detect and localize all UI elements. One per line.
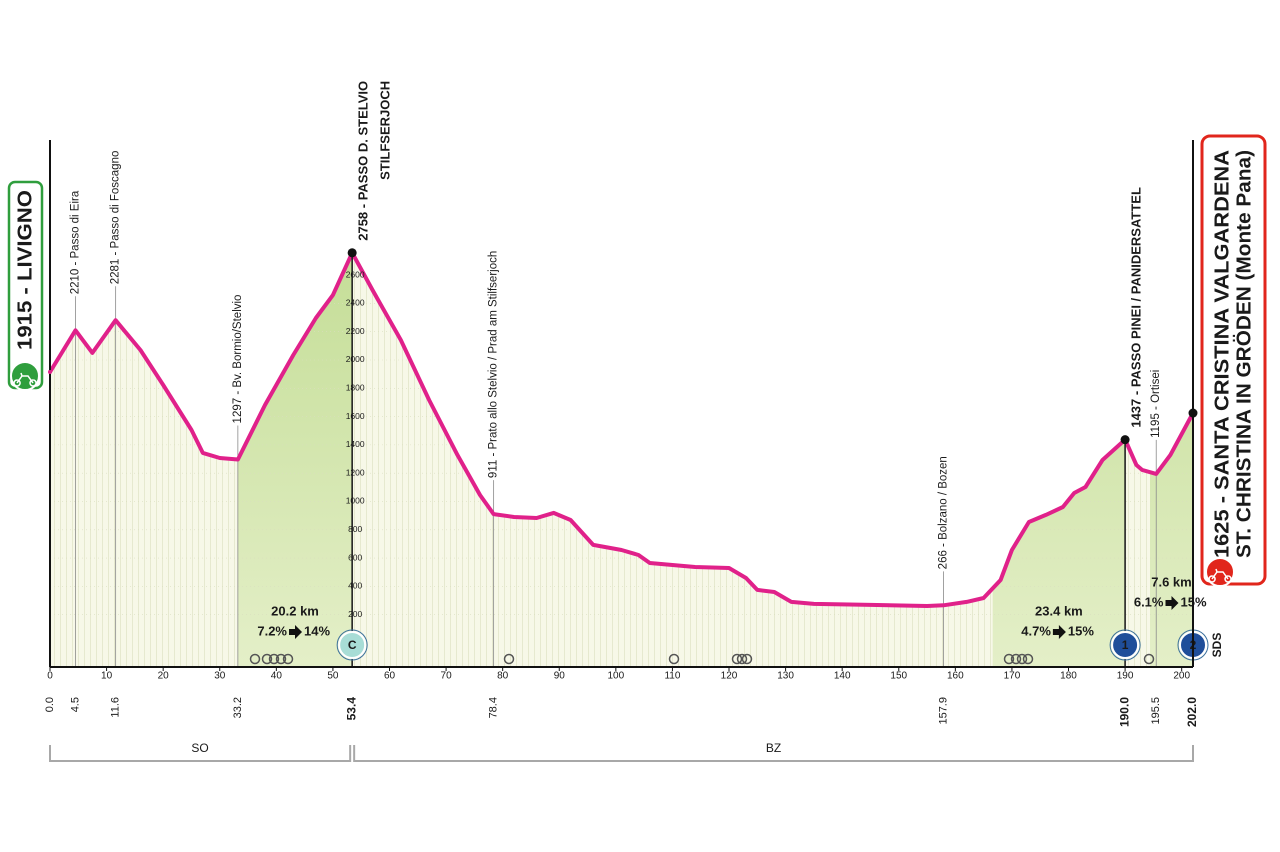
start-label: 1915 - LIVIGNO	[14, 190, 36, 350]
waypoint-label: 2281 - Passo di Foscagno	[110, 151, 122, 285]
x-tick-label: 180	[1060, 671, 1077, 682]
km-label: 195.5	[1150, 697, 1162, 725]
bike-icon	[1208, 568, 1232, 583]
climb-average: 4.7%	[1021, 623, 1051, 638]
waypoint-label: 1195 - Ortisei	[1150, 370, 1162, 438]
km-label: 157.9	[937, 697, 949, 725]
y-tick-label: 2400	[346, 298, 365, 308]
x-tick-label: 60	[384, 671, 396, 682]
km-label: 33.2	[232, 697, 244, 718]
x-tick-label: 90	[554, 671, 566, 682]
kom-icon	[1111, 631, 1140, 659]
kom-category: 1	[1122, 638, 1129, 652]
climb-length: 20.2 km	[271, 603, 319, 618]
y-tick-label: 1600	[346, 411, 365, 421]
x-tick-label: 110	[664, 671, 680, 682]
y-tick-label: 800	[348, 524, 362, 534]
x-tick-label: 120	[721, 671, 738, 682]
bike-icon	[13, 372, 37, 387]
x-tick-label: 10	[101, 671, 113, 682]
summit-label: 2758 - PASSO D. STELVIO	[356, 81, 371, 241]
tunnel-icons	[249, 653, 1155, 665]
climb-average: 6.1%	[1134, 594, 1164, 609]
summit-dot	[347, 248, 357, 258]
waypoint-label: 266 - Bolzano / Bozen	[937, 456, 949, 569]
x-tick-label: 140	[834, 671, 851, 682]
x-tick-label: 80	[497, 671, 509, 682]
plot-background	[50, 252, 1193, 668]
y-tick-label: 2200	[346, 326, 365, 336]
y-tick-label: 600	[348, 552, 362, 562]
climb-area	[992, 252, 1126, 667]
climb-length: 23.4 km	[1035, 603, 1083, 618]
summit-label: 1437 - PASSO PINEI / PANIDERSATTEL	[1129, 187, 1144, 428]
y-tick-label: 1000	[346, 496, 365, 506]
x-tick-label: 190	[1117, 671, 1134, 682]
y-tick-label: 1800	[346, 383, 365, 393]
y-tick-label: 1200	[346, 467, 365, 477]
climb-area	[237, 252, 353, 667]
km-label: 53.4	[344, 697, 358, 721]
km-label: 11.6	[110, 697, 122, 718]
x-tick-label: 100	[607, 671, 624, 682]
km-label: 78.4	[488, 697, 500, 718]
finish-dot	[1188, 408, 1198, 418]
climb-arrow	[1165, 596, 1179, 610]
kom-ring	[1109, 629, 1141, 661]
kom-icon	[338, 631, 367, 659]
finish-box	[1200, 134, 1267, 586]
y-tick-label: 2600	[346, 269, 365, 279]
y-tick-label: 200	[348, 609, 362, 619]
climb-max: 14%	[304, 623, 330, 638]
x-tick-label: 150	[890, 671, 907, 682]
km-label: 4.5	[69, 697, 81, 712]
x-tick-label: 40	[271, 671, 283, 682]
waypoint-label: 2210 - Passo di Eira	[69, 190, 81, 294]
climb-average: 7.2%	[257, 623, 287, 638]
climb-max: 15%	[1068, 623, 1094, 638]
summit-label: STILFSERJOCH	[378, 81, 393, 180]
profile-line	[48, 250, 1195, 608]
x-tick-label: 50	[327, 671, 339, 682]
waypoint-label: 1297 - Bv. Bormio/Stelvio	[232, 295, 244, 424]
waypoint-label: 911 - Prato allo Stelvio / Prad am Stilf…	[488, 251, 500, 478]
x-tick-label: 130	[777, 671, 794, 682]
zone-bracket	[353, 745, 1194, 762]
x-tick-label: 200	[1173, 671, 1190, 682]
zone-label: BZ	[766, 741, 781, 755]
km-label: 190.0	[1117, 697, 1131, 727]
x-tick-label: 0	[47, 671, 53, 682]
summit-dot	[1120, 435, 1130, 445]
start-dot	[48, 370, 52, 375]
y-tick-label: 1400	[346, 439, 365, 449]
x-tick-label: 20	[158, 671, 170, 682]
finish-label: ST. CHRISTINA IN GRÖDEN (Monte Pana)	[1232, 150, 1255, 558]
kom-ring	[336, 629, 368, 661]
x-tick-label: 160	[947, 671, 964, 682]
kom-category: C	[348, 638, 357, 652]
climb-length: 7.6 km	[1151, 574, 1191, 589]
km-label: 0.0	[44, 697, 56, 712]
climb-arrow	[289, 625, 303, 639]
zone-label: SO	[191, 741, 208, 755]
zone-bracket	[49, 745, 352, 762]
x-tick-label: 70	[441, 671, 453, 682]
x-tick-label: 170	[1004, 671, 1021, 682]
x-tick-label: 30	[214, 671, 226, 682]
km-label: 202.0	[1185, 697, 1199, 727]
finish-note: SDS	[1210, 633, 1224, 658]
y-tick-label: 2000	[346, 354, 365, 364]
climb-arrow	[1052, 625, 1066, 639]
finish-label: 1625 - SANTA CRISTINA VALGARDENA	[1211, 150, 1233, 558]
y-tick-label: 400	[348, 581, 362, 591]
